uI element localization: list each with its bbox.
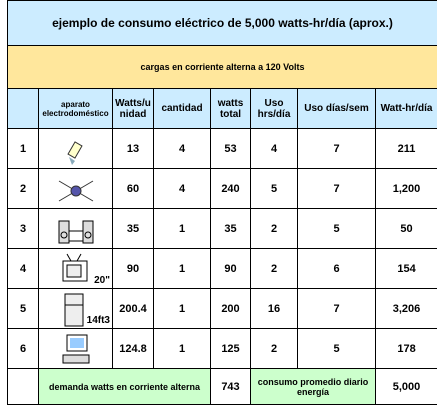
value-cell: 2 [250,328,298,369]
row-number: 2 [7,168,39,209]
value-cell: 200.4 [112,288,154,329]
value-cell: 6 [297,248,376,289]
row-number: 4 [7,248,39,289]
value-cell: 1 [153,248,211,289]
appliance-cell [38,168,113,209]
header-cell: watts total [210,88,251,129]
appliance-icon [62,253,87,281]
value-cell: 4 [153,128,211,169]
empty-cell [7,368,39,405]
header-cell: Watts/unidad [112,88,154,129]
data-row: 4 20" 90 1 90 2 6 154 [7,248,437,289]
demand-label: demanda watts en corriente alterna [38,368,211,405]
value-cell: 35 [112,208,154,249]
appliance-icon [66,140,83,165]
row-number: 3 [7,208,39,249]
appliance-icon [64,293,83,326]
subtitle: cargas en corriente alterna a 120 Volts [6,45,437,89]
data-row: 3 35 1 35 2 5 50 [7,208,437,249]
row-number: 5 [7,288,39,329]
consumption-table: ejemplo de consumo eléctrico de 5,000 wa… [6,0,437,405]
value-cell: 7 [297,288,376,329]
value-cell: 1 [153,328,211,369]
value-cell: 60 [112,168,154,209]
data-row: 5 14ft3 200.4 1 200 16 7 3,206 [7,288,437,329]
value-cell: 124.8 [112,328,154,369]
header-cell: aparato electrodoméstico [38,88,113,129]
value-cell: 90 [112,248,154,289]
energy-value: 5,000 [374,368,437,405]
appliance-cell [38,208,113,249]
value-cell: 1,200 [374,168,437,209]
header-cell [7,88,39,129]
header-cell: Uso días/sem [297,88,376,129]
demand-value: 743 [210,368,251,405]
energy-label: consumo promedio diario energía [250,368,376,405]
value-cell: 53 [210,128,251,169]
row-number: 1 [7,128,39,169]
value-cell: 4 [250,128,298,169]
header-cell: cantidad [153,88,211,129]
value-cell: 5 [297,328,376,369]
appliance-icon [62,334,89,363]
value-cell: 35 [210,208,251,249]
data-row: 6 124.8 1 125 2 5 178 [7,328,437,369]
value-cell: 16 [250,288,298,329]
footer-row: demanda watts en corriente alterna 743 con… [7,368,437,405]
value-cell: 5 [250,168,298,209]
value-cell: 211 [374,128,437,169]
value-cell: 154 [374,248,437,289]
value-cell: 1 [153,208,211,249]
size-label: 20" [94,275,110,286]
appliance-cell: 20" [38,248,113,289]
value-cell: 2 [250,248,298,289]
appliance-icon [58,180,93,201]
row-number: 6 [7,328,39,369]
value-cell: 178 [374,328,437,369]
appliance-cell [38,128,113,169]
size-label: 14ft3 [86,315,110,326]
header-cell: Uso hrs/día [250,88,298,129]
data-row: 2 60 4 240 5 7 1,200 [7,168,437,209]
value-cell: 7 [297,168,376,209]
value-cell: 5 [297,208,376,249]
value-cell: 7 [297,128,376,169]
value-cell: 1 [153,288,211,329]
appliance-cell: 14ft3 [38,288,113,329]
value-cell: 125 [210,328,251,369]
data-row: 1 13 4 53 4 7 211 [7,128,437,169]
header-cell: Watt-hr/día [374,88,437,129]
value-cell: 2 [250,208,298,249]
value-cell: 200 [210,288,251,329]
title: ejemplo de consumo eléctrico de 5,000 wa… [6,0,437,46]
appliance-cell [38,328,113,369]
value-cell: 4 [153,168,211,209]
appliance-icon [58,220,93,243]
value-cell: 13 [112,128,154,169]
value-cell: 3,206 [374,288,437,329]
value-cell: 240 [210,168,251,209]
value-cell: 90 [210,248,251,289]
value-cell: 50 [374,208,437,249]
